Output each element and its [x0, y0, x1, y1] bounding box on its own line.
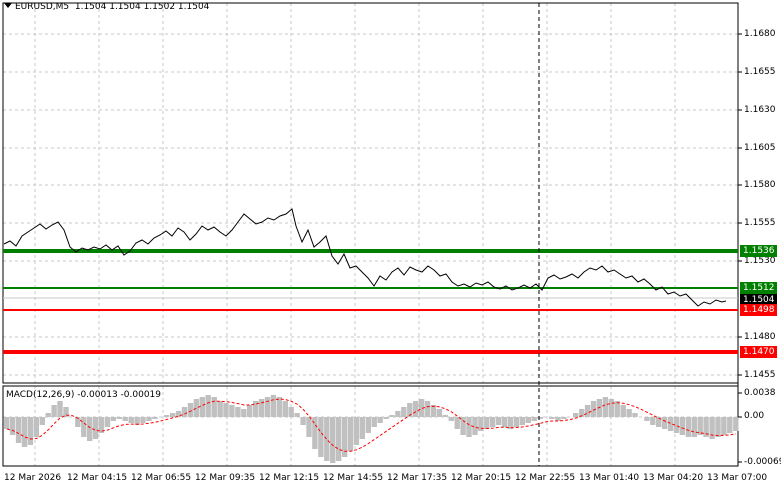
- price-axis-label: 1.1605: [744, 143, 776, 153]
- price-axis-label: 1.1680: [744, 29, 776, 39]
- level-badge-1536: 1.1536: [740, 245, 777, 257]
- price-axis-label: 1.1530: [744, 256, 776, 266]
- time-axis-label: 12 Mar 14:55: [323, 473, 384, 483]
- level-badge-1470: 1.1470: [740, 346, 777, 358]
- current-price-badge: 1.1504: [740, 294, 777, 306]
- chart-header: EURUSD,M5 1.1504 1.1504 1.1502 1.1504: [4, 2, 209, 12]
- macd-axis-label: 0.0038: [744, 388, 776, 398]
- time-axis-label: 12 Mar 17:35: [387, 473, 448, 483]
- ohlc-values: 1.1504 1.1504 1.1502 1.1504: [74, 2, 210, 12]
- macd-histogram: [4, 395, 739, 463]
- price-levels: [3, 249, 738, 354]
- price-axis-label: 1.1455: [744, 370, 776, 380]
- time-axis-label: 13 Mar 07:00: [707, 473, 768, 483]
- price-axis-label: 1.1555: [744, 218, 776, 228]
- price-axis-ticks: [738, 33, 742, 463]
- time-axis-label: 12 Mar 2026: [4, 473, 62, 483]
- time-axis-label: 12 Mar 20:15: [451, 473, 512, 483]
- time-axis-label: 12 Mar 06:55: [131, 473, 192, 483]
- time-axis-label: 13 Mar 04:20: [643, 473, 704, 483]
- price-axis-label: 1.1655: [744, 67, 776, 77]
- time-axis-label: 13 Mar 01:40: [579, 473, 640, 483]
- macd-axis-label: 0.00: [744, 411, 765, 421]
- macd-signal-line: [6, 398, 737, 452]
- symbol-label: EURUSD,M5: [15, 2, 70, 12]
- chart-frames: [2, 2, 739, 467]
- price-axis-label: 1.1480: [744, 332, 776, 342]
- price-line: [3, 208, 727, 307]
- time-axis-label: 12 Mar 09:35: [195, 473, 256, 483]
- macd-indicator-label: MACD(12,26,9) -0.00013 -0.00019: [6, 390, 162, 400]
- time-axis-label: 12 Mar 04:15: [67, 473, 128, 483]
- price-axis-label: 1.1580: [744, 180, 776, 190]
- price-axis-label: 1.1630: [744, 105, 776, 115]
- level-badge-1512: 1.1512: [740, 282, 777, 294]
- time-axis-label: 12 Mar 12:15: [259, 473, 320, 483]
- macd-axis-label: -0.00069: [744, 457, 781, 467]
- dropdown-triangle-icon[interactable]: [4, 3, 12, 8]
- level-badge-1498: 1.1498: [740, 304, 777, 316]
- time-axis-label: 12 Mar 22:55: [515, 473, 576, 483]
